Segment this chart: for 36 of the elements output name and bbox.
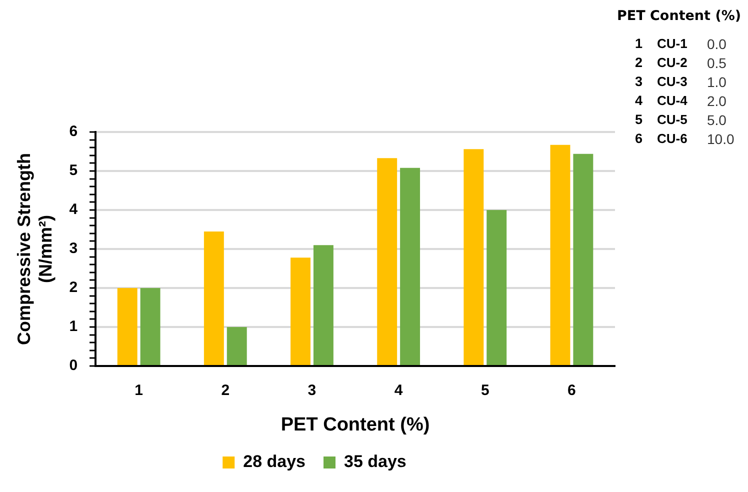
text: 4 (635, 92, 644, 110)
text: 0.0 (707, 35, 728, 53)
text: 10.0 (707, 130, 736, 148)
y-tick-label: 0 (69, 357, 78, 374)
y-axis-title: Compressive Strength (N/mm²) (14, 152, 56, 346)
text: CU-3 (657, 73, 688, 91)
x-tick-label: 3 (308, 382, 316, 400)
y-tick-label: 1 (69, 318, 78, 336)
x-tick-label: 2 (221, 382, 230, 400)
text: 1.0 (707, 73, 728, 91)
text: CU-1 (657, 35, 688, 53)
text: CU-4 (657, 92, 688, 110)
x-axis-title: PET Content (%) (280, 414, 430, 436)
x-tick-label: 6 (568, 382, 576, 400)
text: 1 (635, 35, 644, 53)
text: PET Content (%) (617, 8, 742, 24)
text: CU-2 (657, 54, 688, 72)
text: CU-6 (657, 130, 688, 148)
text: 2 (635, 54, 644, 72)
y-tick-label: 3 (69, 240, 78, 258)
text: 2.0 (707, 92, 728, 110)
x-tick-label: 1 (134, 382, 143, 400)
text: 5.0 (707, 111, 728, 129)
y-tick-label: 5 (69, 162, 78, 180)
text: 5 (635, 111, 644, 129)
text: CU-5 (657, 111, 688, 129)
y-tick-label: 2 (69, 279, 78, 296)
x-tick-label: 5 (480, 382, 490, 400)
y-tick-label: 4 (69, 201, 78, 218)
legend-label: 35 days (344, 452, 406, 472)
text: 6 (635, 130, 644, 148)
text: 0.5 (707, 54, 728, 72)
x-tick-label: 4 (394, 382, 404, 400)
text: 3 (635, 73, 644, 91)
legend-label: 28 days (243, 452, 306, 472)
y-tick-label: 6 (69, 123, 78, 140)
